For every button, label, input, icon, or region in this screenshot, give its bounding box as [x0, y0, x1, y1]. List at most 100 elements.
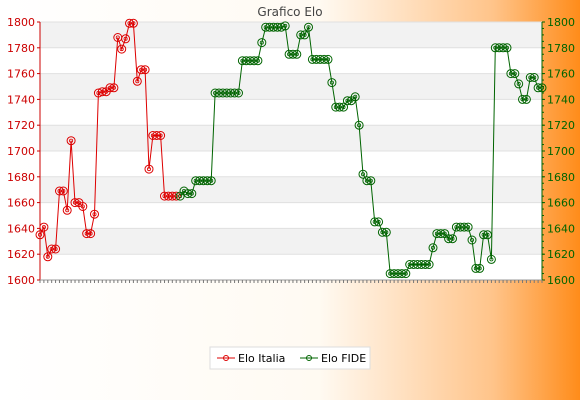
- data-point-inner-elo-italia: [158, 133, 163, 138]
- data-point-elo-italia: [152, 131, 162, 140]
- data-point-inner-elo-italia: [53, 246, 58, 251]
- data-point-elo-fide: [296, 30, 306, 40]
- data-point-elo-italia: [97, 87, 107, 97]
- data-point-inner-elo-fide: [427, 262, 432, 267]
- data-point-elo-fide: [323, 54, 333, 64]
- data-point-elo-fide: [467, 235, 477, 245]
- data-point-inner-elo-italia: [61, 188, 66, 193]
- data-point-elo-fide: [230, 88, 240, 98]
- data-point-inner-elo-fide: [259, 40, 264, 45]
- data-point-elo-fide: [506, 69, 516, 79]
- data-point-elo-fide: [183, 189, 193, 199]
- data-point-inner-elo-fide: [353, 94, 358, 99]
- data-point-elo-fide: [381, 227, 391, 237]
- data-point-inner-elo-italia: [88, 231, 93, 236]
- data-point-inner-elo-italia: [45, 254, 50, 259]
- data-point-elo-fide: [377, 227, 387, 237]
- data-point-elo-fide: [420, 260, 430, 269]
- data-point-inner-elo-italia: [115, 35, 120, 40]
- data-point-elo-fide: [436, 229, 446, 239]
- data-point-inner-elo-fide: [329, 80, 334, 85]
- data-point-elo-italia: [51, 244, 61, 254]
- data-point-inner-elo-fide: [189, 191, 194, 196]
- data-point-inner-elo-italia: [123, 36, 128, 41]
- y-axis-right-ticks: 1600 1620 1640 1660 1680 1700 1720 1740 1760 1780…: [542, 16, 575, 287]
- data-point-inner-elo-fide: [512, 71, 517, 76]
- data-point-elo-fide: [444, 234, 454, 244]
- data-point-elo-fide: [304, 22, 313, 32]
- y-tick-label-right: 1640: [547, 222, 575, 235]
- y-tick-label-left: 1640: [7, 222, 35, 235]
- data-point-elo-fide: [498, 43, 508, 53]
- data-point-elo-italia: [90, 209, 99, 219]
- data-point-elo-fide: [253, 56, 263, 66]
- data-point-inner-elo-fide: [283, 23, 288, 28]
- data-point-elo-fide: [234, 88, 243, 98]
- series-lines: [39, 22, 542, 275]
- data-point-inner-elo-fide: [341, 105, 346, 110]
- data-point-elo-fide: [533, 83, 543, 93]
- data-point-inner-elo-fide: [489, 257, 494, 262]
- data-point-inner-elo-fide: [384, 230, 389, 235]
- data-point-elo-fide: [319, 54, 329, 64]
- data-point-inner-elo-fide: [540, 85, 545, 90]
- data-point-elo-fide: [401, 269, 411, 279]
- data-point-elo-fide: [342, 96, 352, 106]
- data-point-elo-italia: [47, 244, 57, 254]
- data-point-elo-fide: [327, 78, 337, 88]
- legend-box: [209, 346, 371, 370]
- x-axis-ticks: [39, 280, 543, 283]
- plot-band: [40, 125, 542, 151]
- data-point-inner-elo-fide: [178, 194, 183, 199]
- data-point-elo-italia: [128, 18, 138, 28]
- data-point-inner-elo-fide: [306, 25, 311, 30]
- data-point-elo-fide: [448, 234, 457, 244]
- data-point-inner-elo-italia: [135, 79, 140, 84]
- data-point-elo-fide: [202, 176, 212, 186]
- data-point-inner-elo-fide: [360, 172, 365, 177]
- data-point-inner-elo-fide: [430, 245, 435, 250]
- data-point-elo-italia: [136, 65, 146, 75]
- data-point-elo-italia: [156, 131, 166, 140]
- data-point-elo-fide: [280, 21, 290, 31]
- data-point-elo-fide: [518, 94, 527, 104]
- data-point-elo-italia: [109, 83, 119, 93]
- data-point-elo-fide: [525, 73, 535, 82]
- data-point-elo-fide: [358, 169, 368, 179]
- y-tick-label-right: 1800: [547, 16, 575, 29]
- data-point-elo-fide: [510, 69, 520, 79]
- y-tick-label-right: 1720: [547, 119, 575, 132]
- y-tick-label-right: 1660: [547, 197, 575, 210]
- data-point-elo-fide: [479, 230, 489, 240]
- data-point-elo-italia: [171, 191, 181, 201]
- data-point-inner-elo-fide: [485, 232, 490, 237]
- data-point-elo-italia: [125, 18, 134, 28]
- data-point-elo-fide: [537, 83, 547, 93]
- data-point-elo-fide: [471, 263, 481, 273]
- data-point-elo-fide: [424, 260, 434, 269]
- data-point-inner-elo-italia: [146, 167, 151, 172]
- y-tick-label-left: 1760: [7, 68, 35, 81]
- data-point-elo-fide: [374, 217, 384, 227]
- data-point-inner-elo-italia: [41, 225, 46, 230]
- y-tick-label-right: 1740: [547, 93, 575, 106]
- series-points: [35, 18, 547, 279]
- data-point-inner-elo-fide: [466, 225, 471, 230]
- y-tick-label-right: 1760: [547, 68, 575, 81]
- data-point-inner-elo-fide: [524, 97, 529, 102]
- data-point-elo-italia: [117, 44, 127, 54]
- data-point-inner-elo-italia: [69, 138, 74, 143]
- data-point-elo-italia: [62, 205, 72, 215]
- data-point-elo-italia: [66, 136, 76, 146]
- data-point-elo-fide: [370, 217, 380, 227]
- data-point-inner-elo-fide: [325, 57, 330, 62]
- data-point-elo-italia: [35, 230, 45, 240]
- y-tick-label-left: 1600: [7, 274, 35, 287]
- data-point-inner-elo-fide: [477, 266, 482, 271]
- data-point-inner-elo-italia: [131, 21, 136, 26]
- series-line-elo-fide: [179, 25, 542, 275]
- data-point-elo-italia: [58, 186, 68, 196]
- data-point-inner-elo-fide: [403, 271, 408, 276]
